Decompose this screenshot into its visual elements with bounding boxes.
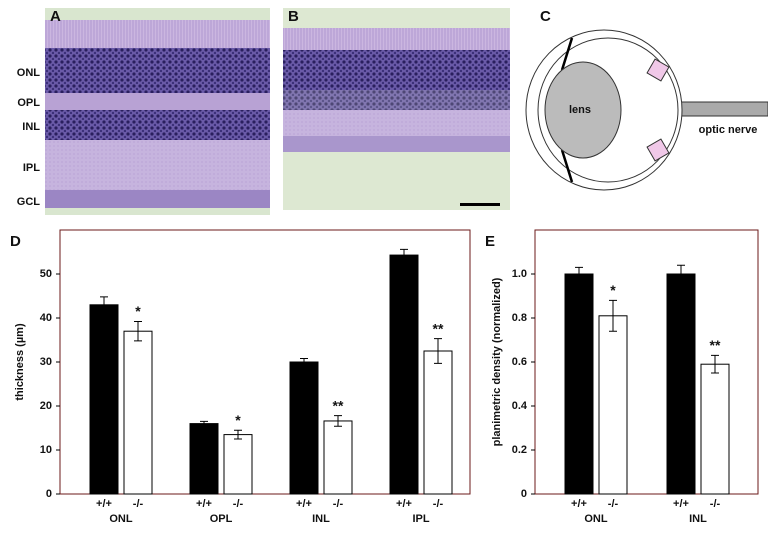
category-label: IPL bbox=[412, 513, 429, 525]
genotype-label: +/+ bbox=[571, 498, 587, 510]
lens-label: lens bbox=[569, 104, 591, 116]
y-tick-label: 30 bbox=[40, 356, 52, 368]
bar bbox=[323, 420, 353, 495]
error-bar bbox=[234, 429, 242, 440]
bar bbox=[389, 254, 419, 495]
bar bbox=[123, 330, 153, 495]
histology-a bbox=[45, 8, 270, 215]
error-bar bbox=[300, 357, 308, 367]
y-tick-label: 50 bbox=[40, 268, 52, 280]
genotype-label: +/+ bbox=[396, 498, 412, 510]
layer-label: OPL bbox=[17, 97, 40, 109]
panel-label: B bbox=[288, 8, 299, 25]
scale-bar bbox=[460, 203, 500, 206]
bar bbox=[700, 363, 730, 495]
significance-label: ** bbox=[710, 337, 721, 353]
genotype-label: +/+ bbox=[673, 498, 689, 510]
bar bbox=[666, 273, 696, 495]
error-bar bbox=[134, 321, 142, 342]
bar bbox=[189, 423, 219, 495]
y-axis-label: thickness (µm) bbox=[14, 323, 26, 401]
error-bar bbox=[334, 415, 342, 427]
genotype-label: -/- bbox=[433, 498, 444, 510]
optic-nerve-label: optic nerve bbox=[699, 124, 758, 136]
error-bar bbox=[575, 266, 583, 282]
bar bbox=[289, 361, 319, 495]
error-bar bbox=[100, 296, 108, 314]
y-tick-label: 20 bbox=[40, 400, 52, 412]
significance-label: * bbox=[235, 412, 241, 428]
error-bar bbox=[711, 354, 719, 374]
histology-b bbox=[283, 8, 510, 210]
layer-label: ONL bbox=[17, 67, 41, 79]
category-label: INL bbox=[689, 513, 707, 525]
y-tick-label: 0.4 bbox=[512, 400, 528, 412]
y-tick-label: 0.2 bbox=[512, 444, 527, 456]
y-tick-label: 40 bbox=[40, 312, 52, 324]
panel-label: E bbox=[485, 233, 495, 250]
y-axis-label: planimetric density (normalized) bbox=[491, 277, 503, 446]
y-tick-label: 0 bbox=[46, 488, 52, 500]
significance-label: * bbox=[135, 303, 141, 319]
bar bbox=[423, 350, 453, 495]
panel-label: C bbox=[540, 8, 551, 25]
genotype-label: +/+ bbox=[296, 498, 312, 510]
error-bar bbox=[200, 420, 208, 427]
category-label: INL bbox=[312, 513, 330, 525]
genotype-label: -/- bbox=[133, 498, 144, 510]
significance-label: ** bbox=[333, 397, 344, 413]
y-tick-label: 10 bbox=[40, 444, 52, 456]
y-tick-label: 0.8 bbox=[512, 312, 527, 324]
layer-label: INL bbox=[22, 121, 40, 133]
error-bar bbox=[400, 248, 408, 262]
y-tick-label: 0.6 bbox=[512, 356, 527, 368]
layer-label: IPL bbox=[23, 162, 40, 174]
panel-label: D bbox=[10, 233, 21, 250]
genotype-label: -/- bbox=[333, 498, 344, 510]
genotype-label: +/+ bbox=[196, 498, 212, 510]
category-label: ONL bbox=[584, 513, 608, 525]
significance-label: * bbox=[610, 282, 616, 298]
layer-label: GCL bbox=[17, 196, 41, 208]
error-bar bbox=[609, 299, 617, 332]
genotype-label: -/- bbox=[233, 498, 244, 510]
error-bar bbox=[677, 264, 685, 284]
error-bar bbox=[434, 338, 442, 364]
genotype-label: -/- bbox=[608, 498, 619, 510]
y-tick-label: 1.0 bbox=[512, 268, 527, 280]
category-label: ONL bbox=[109, 513, 133, 525]
bar bbox=[598, 315, 628, 495]
y-tick-label: 0 bbox=[521, 488, 527, 500]
bar bbox=[223, 434, 253, 495]
bar bbox=[564, 273, 594, 495]
genotype-label: -/- bbox=[710, 498, 721, 510]
eye-diagram bbox=[525, 29, 768, 191]
significance-label: ** bbox=[433, 320, 444, 336]
panel-label: A bbox=[50, 8, 61, 25]
genotype-label: +/+ bbox=[96, 498, 112, 510]
bar bbox=[89, 304, 119, 495]
category-label: OPL bbox=[210, 513, 233, 525]
